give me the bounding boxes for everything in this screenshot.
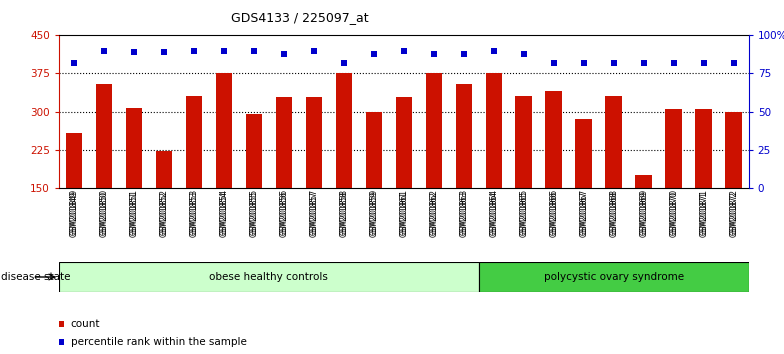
Bar [485, 73, 502, 188]
Text: count: count [71, 319, 100, 329]
Point [337, 60, 350, 65]
Point [158, 49, 170, 55]
Text: GSM201849: GSM201849 [69, 191, 78, 237]
Point [97, 48, 110, 53]
Point [427, 51, 440, 57]
Bar [275, 97, 292, 188]
Bar [516, 96, 532, 188]
Point [608, 60, 620, 65]
Point [397, 48, 410, 53]
Text: GSM201853: GSM201853 [189, 191, 198, 237]
Point [728, 60, 740, 65]
Text: GSM201864: GSM201864 [489, 191, 499, 237]
Point [368, 51, 380, 57]
Point [217, 48, 230, 53]
Text: GSM201868: GSM201868 [609, 191, 619, 237]
Text: GSM201852: GSM201852 [159, 191, 169, 237]
Bar [306, 97, 322, 188]
Point [637, 60, 650, 65]
Bar [59, 262, 479, 292]
Text: GSM201871: GSM201871 [699, 191, 708, 237]
Point [128, 49, 140, 55]
Text: GSM201872: GSM201872 [729, 191, 739, 237]
Text: percentile rank within the sample: percentile rank within the sample [71, 337, 247, 347]
Text: GSM201862: GSM201862 [430, 191, 438, 237]
Text: GDS4133 / 225097_at: GDS4133 / 225097_at [231, 11, 369, 24]
Text: obese healthy controls: obese healthy controls [209, 272, 328, 282]
Text: polycystic ovary syndrome: polycystic ovary syndrome [543, 272, 684, 282]
Point [248, 48, 260, 53]
Bar [125, 108, 142, 188]
Text: GSM201858: GSM201858 [339, 191, 348, 237]
Text: GSM201855: GSM201855 [249, 191, 258, 237]
Bar [575, 119, 592, 188]
Point [547, 60, 560, 65]
Bar [336, 73, 352, 188]
Text: GSM201857: GSM201857 [309, 191, 318, 237]
Text: GSM201867: GSM201867 [579, 191, 588, 237]
Point [667, 60, 680, 65]
Text: GSM201870: GSM201870 [670, 191, 678, 237]
Text: GSM201854: GSM201854 [220, 191, 228, 237]
Bar [479, 262, 749, 292]
Text: GSM201859: GSM201859 [369, 191, 378, 237]
Point [278, 51, 290, 57]
Text: GSM201869: GSM201869 [639, 191, 648, 237]
Bar [96, 84, 112, 188]
Text: GSM201863: GSM201863 [459, 191, 468, 237]
Bar [395, 97, 412, 188]
Point [458, 51, 470, 57]
Bar [695, 109, 712, 188]
Point [187, 48, 200, 53]
Point [67, 60, 80, 65]
Bar [426, 73, 442, 188]
Bar [456, 84, 472, 188]
Text: GSM201865: GSM201865 [519, 191, 528, 237]
Text: GSM201861: GSM201861 [399, 191, 408, 237]
Text: GSM201856: GSM201856 [279, 191, 289, 237]
Bar [186, 96, 202, 188]
Bar [155, 151, 172, 188]
Bar [216, 73, 232, 188]
Bar [66, 133, 82, 188]
Bar [245, 114, 262, 188]
Bar [636, 175, 652, 188]
Bar [725, 112, 742, 188]
Text: GSM201850: GSM201850 [100, 191, 108, 237]
Point [698, 60, 710, 65]
Point [307, 48, 320, 53]
Bar [546, 91, 562, 188]
Bar [666, 109, 682, 188]
Point [578, 60, 590, 65]
Bar [605, 96, 622, 188]
Point [488, 48, 500, 53]
Text: disease state: disease state [1, 272, 71, 282]
Bar [365, 112, 382, 188]
Point [517, 51, 530, 57]
Text: GSM201866: GSM201866 [550, 191, 558, 237]
Text: GSM201851: GSM201851 [129, 191, 138, 237]
